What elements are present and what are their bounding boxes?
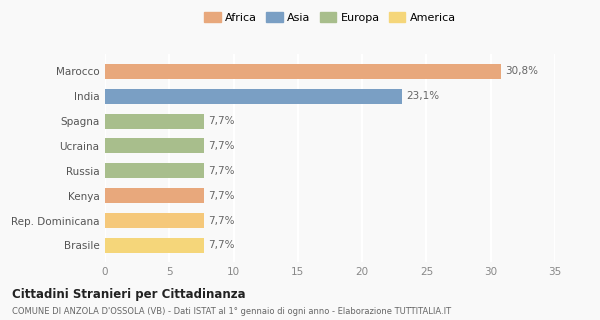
Text: 7,7%: 7,7% [208, 191, 235, 201]
Text: 7,7%: 7,7% [208, 216, 235, 226]
Bar [105, 164, 204, 178]
Text: 7,7%: 7,7% [208, 116, 235, 126]
Text: 23,1%: 23,1% [406, 91, 439, 101]
Legend: Africa, Asia, Europa, America: Africa, Asia, Europa, America [201, 9, 459, 26]
Text: COMUNE DI ANZOLA D'OSSOLA (VB) - Dati ISTAT al 1° gennaio di ogni anno - Elabora: COMUNE DI ANZOLA D'OSSOLA (VB) - Dati IS… [12, 307, 451, 316]
Text: 7,7%: 7,7% [208, 166, 235, 176]
Bar [105, 64, 501, 79]
Bar [105, 89, 402, 104]
Text: 7,7%: 7,7% [208, 141, 235, 151]
Text: 7,7%: 7,7% [208, 241, 235, 251]
Text: 30,8%: 30,8% [505, 66, 538, 76]
Text: Cittadini Stranieri per Cittadinanza: Cittadini Stranieri per Cittadinanza [12, 288, 245, 301]
Bar [105, 213, 204, 228]
Bar [105, 238, 204, 253]
Bar [105, 188, 204, 203]
Bar [105, 139, 204, 153]
Bar [105, 114, 204, 129]
